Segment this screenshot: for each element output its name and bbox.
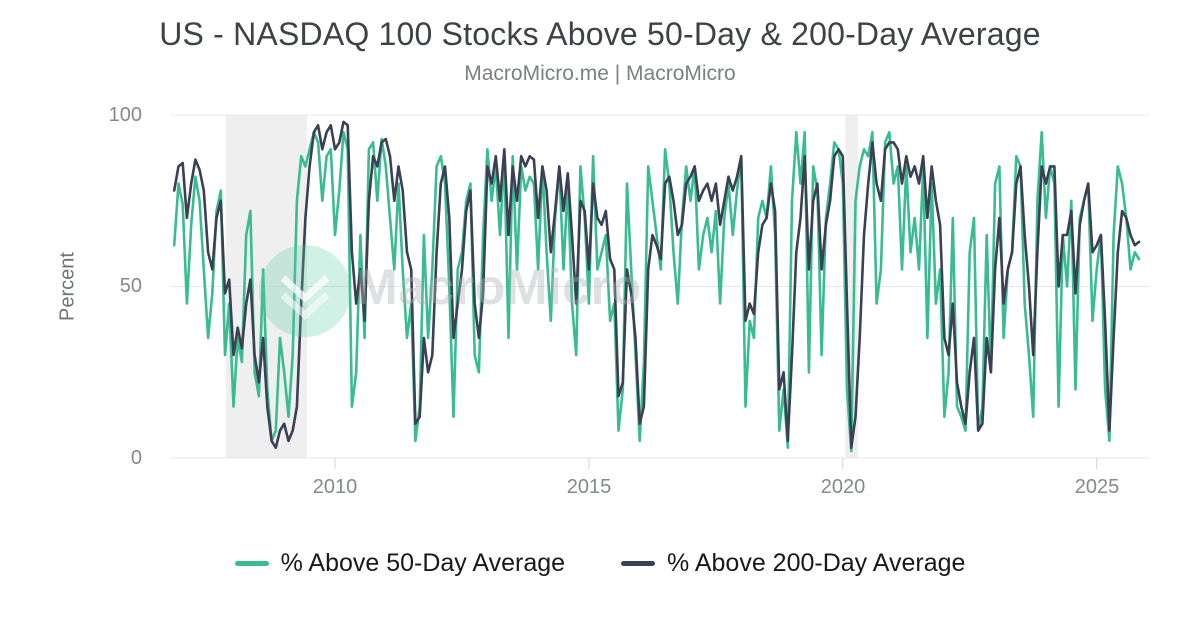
y-tick-label: 100	[108, 104, 142, 126]
x-tick-label: 2015	[566, 476, 612, 498]
macromicro-leaf-logo-icon	[259, 245, 351, 337]
y-tick-label: 0	[130, 447, 142, 469]
y-tick-label: 50	[119, 275, 142, 297]
legend-item-50day[interactable]: % Above 50-Day Average	[234, 549, 566, 578]
legend-item-200day[interactable]: % Above 200-Day Average	[621, 549, 965, 578]
legend-swatch	[234, 561, 269, 566]
x-tick-label: 2025	[1074, 476, 1120, 498]
series-200day-line	[172, 120, 1141, 450]
x-tick-label: 2010	[312, 476, 358, 498]
legend-label-200day: % Above 200-Day Average	[667, 549, 966, 577]
chart-legend: % Above 50-Day Average % Above 200-Day A…	[0, 549, 1200, 578]
chart-subtitle: MacroMicro.me | MacroMicro	[464, 62, 736, 85]
legend-label-50day: % Above 50-Day Average	[280, 549, 566, 577]
x-tick-label: 2020	[820, 476, 866, 498]
legend-swatch	[621, 561, 656, 566]
chart-title: US - NASDAQ 100 Stocks Above 50-Day & 20…	[159, 16, 1041, 52]
